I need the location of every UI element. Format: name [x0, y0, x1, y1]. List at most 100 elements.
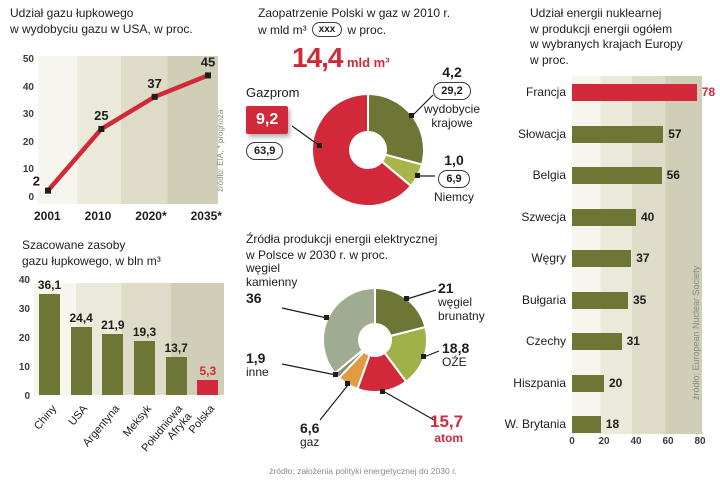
slice-value: 1,9	[246, 350, 266, 366]
point-value-label: 37	[147, 76, 161, 91]
bar-value-label: 5,3	[199, 364, 217, 379]
electricity-pie	[321, 286, 428, 393]
source-note-eia: źródło: EIA, * prognoza	[216, 109, 225, 192]
bar-value-label: 56	[666, 168, 680, 182]
percent-suffix-label: w proc.	[347, 22, 387, 37]
total-value: 14,4 mld m³	[292, 42, 390, 74]
panel-nuclear-share: Udział energii nuklearnej w produkcji en…	[488, 0, 720, 492]
slice-name: węgiel brunatny	[438, 295, 485, 323]
bar-Czechy	[572, 333, 622, 350]
callout-domestic: 4,2 29,2 wydobycie krajowe	[418, 64, 486, 131]
point-marker	[45, 187, 51, 194]
slice-percent: 29,2	[433, 82, 471, 100]
country-label: Węgry	[531, 251, 566, 265]
bar-value-label: 19,3	[132, 325, 157, 339]
bar-value-label: 21,9	[101, 317, 125, 332]
panel-shale-usa: Udział gazu łupkowego w wydobyciu gazu w…	[8, 0, 236, 492]
country-label: Szwecja	[521, 209, 566, 224]
slice-value: 15,7	[430, 412, 464, 431]
chart-subtitle: w mld m³ xxx w proc.	[258, 22, 386, 37]
slice-name: atom	[434, 431, 464, 445]
slice-name: gaz	[300, 435, 320, 449]
line-series	[45, 73, 211, 193]
chart-title-shale-reserves: Szacowane zasoby gazu łupkowego, w bln m…	[22, 238, 161, 268]
bar-Belgia	[572, 167, 662, 184]
connector-line	[382, 390, 435, 421]
panel-gas-supply: Zaopatrzenie Polski w gaz w 2010 r. w ml…	[240, 0, 486, 230]
country-label: Hiszpania	[513, 375, 566, 390]
bar-value-label: 18	[605, 417, 620, 431]
bar-value-label: 57	[668, 126, 682, 141]
country-label: Belgia	[532, 168, 566, 182]
slice-name: węgiel kamienny	[246, 261, 298, 289]
x-tick-label: 2035*	[190, 209, 222, 223]
pie-slice-wydobycie-krajowe	[367, 92, 425, 166]
point-value-label: 2	[33, 174, 40, 189]
x-tick-label: 2001	[34, 209, 61, 223]
bar-value-label: 40	[641, 209, 655, 224]
panel-electricity-2030: Źródła produkcji energii elektrycznej w …	[240, 228, 486, 492]
bar-value-label: 35	[633, 292, 647, 307]
slice-name: inne	[246, 365, 269, 379]
bar-Francja	[572, 84, 697, 101]
bar-USA	[70, 326, 92, 395]
x-axis-labels: 2001 2010 2020* 2035*	[34, 209, 222, 223]
chart-title-nuclear-share: Udział energii nuklearnej w produkcji en…	[530, 6, 683, 67]
bar-Południowa-Afryka	[165, 356, 187, 395]
point-marker	[205, 72, 211, 79]
y-tick-label: 30	[22, 109, 34, 121]
bar-Chiny	[39, 293, 60, 395]
bar-W.-Brytania	[572, 416, 601, 433]
slice-value: 6,6	[300, 420, 320, 436]
x-tick-label: 20	[598, 436, 610, 447]
slice-name: Gazprom	[246, 85, 300, 100]
callout-germany: 1,0 6,9 Niemcy	[428, 152, 480, 205]
callout-hard-coal: węgiel kamienny 36	[246, 261, 318, 306]
pie-slice-węgiel-brunatny	[374, 286, 427, 338]
callout-res: 18,8 OŹE	[442, 340, 469, 370]
callout-gazprom: Gazprom 9,2 63,9	[246, 85, 300, 160]
bar-Meksyk	[134, 341, 155, 395]
point-value-label: 25	[94, 108, 108, 123]
chart-title-electricity-2030: Źródła produkcji energii elektrycznej w …	[246, 232, 438, 262]
bar-value-label: 20	[609, 375, 623, 390]
slice-amount: 4,2	[442, 64, 462, 80]
gas-supply-pie	[311, 92, 425, 207]
country-label: Francja	[525, 85, 566, 99]
x-tick-label: 2010	[84, 209, 112, 223]
x-tick-label: 60	[662, 436, 674, 447]
slice-amount: 9,2	[246, 105, 289, 134]
bar-Słowacja	[572, 125, 664, 143]
bar-chart-plot: 36,1 24,4 21,9 19,3 13,7 5,3	[34, 278, 224, 395]
y-tick-label: 0	[24, 391, 30, 402]
chart-title-shale-share: Udział gazu łupkowego w wydobyciu gazu w…	[10, 6, 193, 36]
x-tick-label: 2020*	[135, 209, 167, 223]
country-label: W. Brytania	[504, 417, 566, 431]
slice-value: 21	[438, 280, 454, 296]
slice-name: OŹE	[442, 355, 467, 369]
bar-value-label: 31	[626, 334, 640, 348]
point-value-label: 45	[201, 54, 215, 69]
y-tick-label: 10	[18, 362, 30, 373]
country-label: Słowacja	[517, 126, 566, 141]
y-axis-ticks: 40 30 20 10 0	[8, 276, 30, 402]
bar-value-label: 13,7	[164, 340, 188, 355]
bar-value-label: 78	[701, 85, 716, 99]
bar-Węgry	[572, 250, 632, 267]
slice-value: 36	[246, 289, 262, 306]
pie-slice-oźe	[383, 325, 428, 384]
callout-atom: 15,7 atom	[430, 412, 463, 446]
line-chart-plot: 2 25 37 45	[33, 54, 218, 204]
bar-Hiszpania	[572, 374, 604, 392]
slice-amount: 1,0	[444, 152, 464, 168]
x-tick-label: 0	[569, 436, 575, 447]
callout-lignite: 21 węgiel brunatny	[438, 280, 494, 324]
y-tick-label: 40	[22, 81, 34, 93]
y-tick-label: 0	[28, 191, 34, 203]
y-tick-label: 20	[22, 136, 34, 148]
slice-name: Niemcy	[433, 190, 474, 204]
y-tick-label: 10	[22, 164, 34, 176]
slice-value: 18,8	[442, 340, 470, 356]
callout-other: 1,9 inne	[246, 350, 269, 380]
